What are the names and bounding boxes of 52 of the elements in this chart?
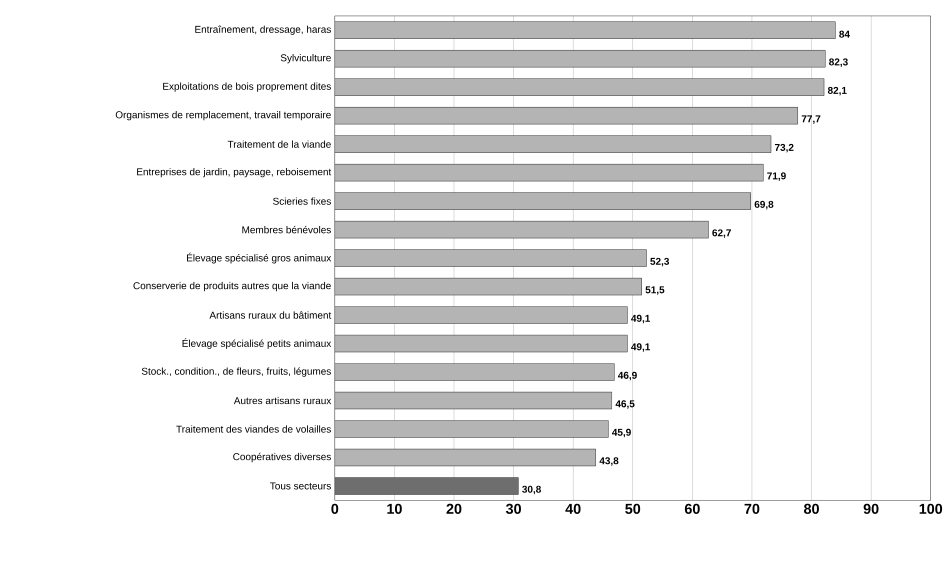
bar — [334, 477, 519, 495]
y-tick-label: Entreprises de jardin, paysage, reboisement — [137, 168, 332, 178]
y-tick-label: Élevage spécialisé gros animaux — [186, 252, 332, 264]
y-tick-label: Traitement de la viande — [228, 140, 331, 148]
data-label: 49,1 — [631, 343, 650, 352]
x-tick-label: 50 — [625, 504, 640, 514]
y-tick-label: Entraînement, dressage, haras — [195, 26, 331, 35]
data-label: 46,5 — [616, 400, 635, 409]
x-tick-label: 60 — [684, 504, 700, 514]
y-tick-label: Organismes de remplacement, travail temporaire — [116, 111, 331, 120]
data-label: 46,9 — [618, 372, 637, 380]
data-label: 62,7 — [712, 229, 731, 238]
y-tick-label: Autres artisans ruraux — [234, 396, 332, 404]
y-tick-label: Membres bénévoles — [242, 226, 331, 234]
x-tick-label: 30 — [506, 504, 521, 514]
y-tick-label: Traitement des viandes de volailles — [176, 425, 331, 433]
data-label: 49,1 — [631, 314, 650, 324]
y-tick-label: Élevage spécialisé petits animaux — [182, 338, 332, 349]
y-tick-label: Stock., condition., de fleurs, fruits, légumes — [142, 367, 331, 377]
x-tick-label: 40 — [565, 504, 581, 514]
data-label: 52,3 — [650, 258, 670, 266]
y-tick-label: Conserverie de produits autres que la viande — [133, 282, 331, 292]
x-tick-label: 0 — [331, 504, 338, 514]
data-label: 43,8 — [599, 457, 618, 466]
x-tick-label: 80 — [804, 504, 819, 514]
x-tick-label: 20 — [446, 504, 462, 514]
x-tick-label: 100 — [920, 504, 942, 514]
y-tick-label: Scieries fixes — [273, 197, 331, 205]
data-label: 84 — [839, 30, 850, 38]
data-label: 82,1 — [828, 86, 847, 96]
x-tick-label: 70 — [744, 504, 760, 514]
bar — [334, 306, 628, 324]
bar — [334, 363, 614, 381]
x-tick-label: 90 — [864, 504, 879, 514]
data-label: 71,9 — [767, 172, 786, 181]
x-tick-label: 10 — [387, 504, 402, 514]
bar — [334, 249, 647, 267]
data-label: 73,2 — [774, 144, 794, 152]
bar — [334, 22, 836, 39]
data-label: 30,8 — [522, 486, 541, 494]
y-tick-label: Coopératives diverses — [233, 452, 331, 462]
y-tick-label: Exploitations de bois proprement dites — [163, 82, 331, 92]
y-tick-label: Artisans ruraux du bâtiment — [209, 311, 332, 319]
data-label: 77,7 — [802, 115, 820, 124]
bar — [334, 192, 751, 210]
bar — [334, 420, 609, 438]
data-label: 45,9 — [612, 428, 631, 438]
data-label: 51,5 — [646, 286, 664, 295]
data-label: 82,3 — [829, 58, 848, 67]
y-tick-label: Tous secteurs — [270, 482, 331, 490]
data-label: 69,8 — [754, 200, 774, 210]
y-tick-label: Sylviculture — [280, 54, 331, 64]
